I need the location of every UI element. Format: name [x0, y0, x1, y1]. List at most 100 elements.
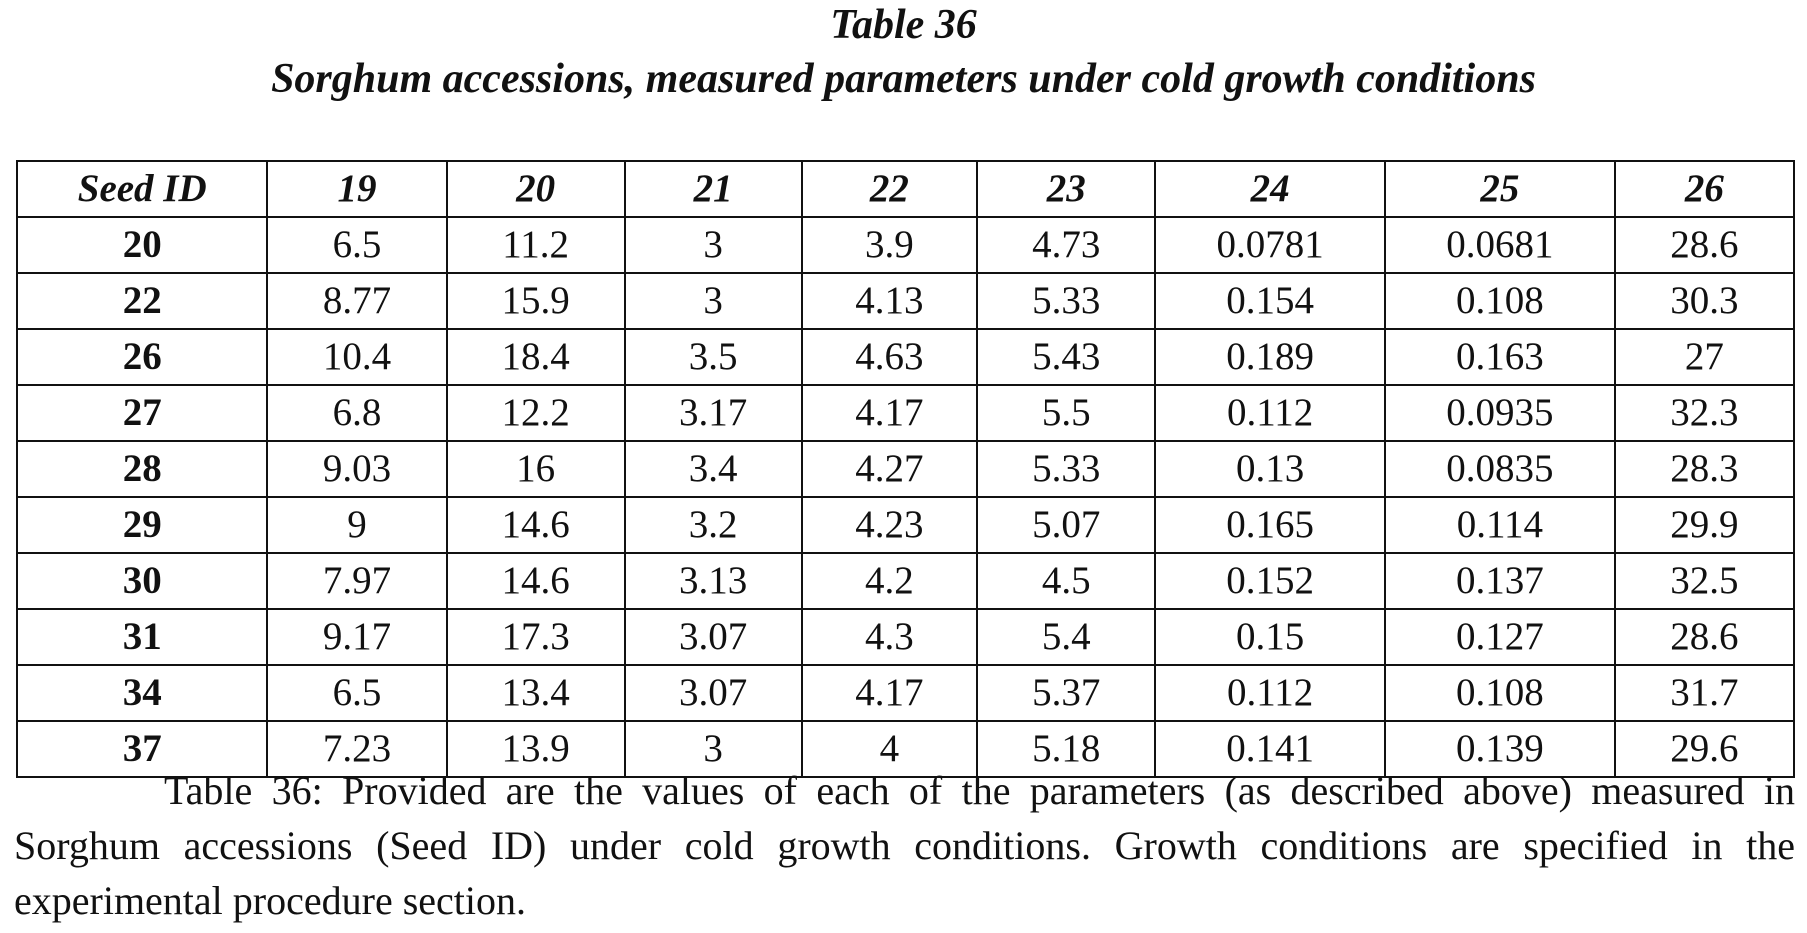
column-header: 19	[266, 160, 448, 218]
table-cell: 0.112	[1154, 664, 1387, 722]
table-row: 30 7.97 14.6 3.13 4.2 4.5 0.152 0.137 32…	[15, 552, 1796, 610]
seed-id-cell: 31	[15, 608, 269, 666]
table-cell: 0.165	[1154, 496, 1387, 554]
table-cell: 0.154	[1154, 272, 1387, 330]
table-row: 26 10.4 18.4 3.5 4.63 5.43 0.189 0.163 2…	[15, 328, 1796, 386]
table-row: 28 9.03 16 3.4 4.27 5.33 0.13 0.0835 28.…	[15, 440, 1796, 498]
table-cell: 3.2	[623, 496, 803, 554]
table-cell: 4.17	[800, 384, 979, 442]
table-cell: 30.3	[1613, 272, 1796, 330]
table-cell: 3.07	[623, 608, 803, 666]
table-cell: 4.3	[800, 608, 979, 666]
table-row: 27 6.8 12.2 3.17 4.17 5.5 0.112 0.0935 3…	[15, 384, 1796, 442]
table-row: 29 9 14.6 3.2 4.23 5.07 0.165 0.114 29.9	[15, 496, 1796, 554]
table-cell: 0.0781	[1154, 216, 1387, 274]
table-cell: 5.43	[976, 328, 1157, 386]
column-header: 26	[1613, 160, 1796, 218]
table-cell: 0.0935	[1384, 384, 1616, 442]
seed-id-cell: 29	[15, 496, 269, 554]
table-cell: 13.4	[445, 664, 626, 722]
table-cell: 5.37	[976, 664, 1157, 722]
column-header: 24	[1154, 160, 1387, 218]
table-cell: 0.108	[1384, 272, 1616, 330]
table-row: 34 6.5 13.4 3.07 4.17 5.37 0.112 0.108 3…	[15, 664, 1796, 722]
table-cell: 4.13	[800, 272, 979, 330]
table-row: 20 6.5 11.2 3 3.9 4.73 0.0781 0.0681 28.…	[15, 216, 1796, 274]
table-subtitle: Sorghum accessions, measured parameters …	[271, 56, 1536, 102]
table-cell: 0.114	[1384, 496, 1616, 554]
table-cell: 4.2	[800, 552, 979, 610]
table-cell: 0.137	[1384, 552, 1616, 610]
table-cell: 8.77	[266, 272, 448, 330]
table-cell: 6.5	[266, 216, 448, 274]
column-header: 21	[623, 160, 803, 218]
table-row: 31 9.17 17.3 3.07 4.3 5.4 0.15 0.127 28.…	[15, 608, 1796, 666]
seed-id-cell: 37	[15, 720, 269, 778]
table-row: 37 7.23 13.9 3 4 5.18 0.141 0.139 29.6	[15, 720, 1796, 778]
table-cell: 0.15	[1154, 608, 1387, 666]
table-cell: 0.139	[1384, 720, 1616, 778]
table-cell: 7.23	[266, 720, 448, 778]
table-cell: 5.4	[976, 608, 1157, 666]
caption-text: Table 36: Provided are the values of eac…	[14, 768, 1795, 923]
column-header: 25	[1384, 160, 1616, 218]
table-cell: 0.127	[1384, 608, 1616, 666]
table-cell: 4.5	[976, 552, 1157, 610]
seed-id-cell: 27	[15, 384, 269, 442]
table-cell: 3.9	[800, 216, 979, 274]
seed-id-cell: 34	[15, 664, 269, 722]
table-cell: 32.5	[1613, 552, 1796, 610]
table-cell: 3	[623, 720, 803, 778]
table-cell: 0.141	[1154, 720, 1387, 778]
table-cell: 13.9	[445, 720, 626, 778]
table-cell: 4.73	[976, 216, 1157, 274]
table-cell: 28.6	[1613, 608, 1796, 666]
table-cell: 3.4	[623, 440, 803, 498]
table-cell: 0.152	[1154, 552, 1387, 610]
table-cell: 14.6	[445, 552, 626, 610]
table-cell: 0.189	[1154, 328, 1387, 386]
table-cell: 0.0835	[1384, 440, 1616, 498]
table-cell: 0.163	[1384, 328, 1616, 386]
table-cell: 31.7	[1613, 664, 1796, 722]
column-header: 23	[976, 160, 1157, 218]
table-cell: 5.33	[976, 272, 1157, 330]
table-cell: 12.2	[445, 384, 626, 442]
data-table: Seed ID 19 20 21 22 23 24 25 26 20 6.5 1…	[15, 160, 1796, 778]
table-caption: Table 36: Provided are the values of eac…	[14, 763, 1795, 928]
table-cell: 28.6	[1613, 216, 1796, 274]
table-cell: 9.17	[266, 608, 448, 666]
table-row: 22 8.77 15.9 3 4.13 5.33 0.154 0.108 30.…	[15, 272, 1796, 330]
seed-id-cell: 26	[15, 328, 269, 386]
table-cell: 4.27	[800, 440, 979, 498]
table-header-row: Seed ID 19 20 21 22 23 24 25 26	[15, 160, 1796, 218]
table-cell: 6.8	[266, 384, 448, 442]
column-header: Seed ID	[15, 160, 269, 218]
seed-id-cell: 22	[15, 272, 269, 330]
table-cell: 3	[623, 272, 803, 330]
table-cell: 7.97	[266, 552, 448, 610]
table-cell: 0.112	[1154, 384, 1387, 442]
table-cell: 5.5	[976, 384, 1157, 442]
table-cell: 28.3	[1613, 440, 1796, 498]
table-cell: 11.2	[445, 216, 626, 274]
table-cell: 4	[800, 720, 979, 778]
table-cell: 6.5	[266, 664, 448, 722]
table-cell: 27	[1613, 328, 1796, 386]
table-cell: 4.23	[800, 496, 979, 554]
table-cell: 32.3	[1613, 384, 1796, 442]
table-cell: 4.17	[800, 664, 979, 722]
table-cell: 18.4	[445, 328, 626, 386]
table-cell: 5.33	[976, 440, 1157, 498]
table-cell: 14.6	[445, 496, 626, 554]
table-cell: 9.03	[266, 440, 448, 498]
table-cell: 3.07	[623, 664, 803, 722]
table-cell: 3.13	[623, 552, 803, 610]
table-cell: 10.4	[266, 328, 448, 386]
column-header: 22	[800, 160, 979, 218]
seed-id-cell: 20	[15, 216, 269, 274]
column-header: 20	[445, 160, 626, 218]
table-cell: 0.13	[1154, 440, 1387, 498]
table-cell: 5.18	[976, 720, 1157, 778]
